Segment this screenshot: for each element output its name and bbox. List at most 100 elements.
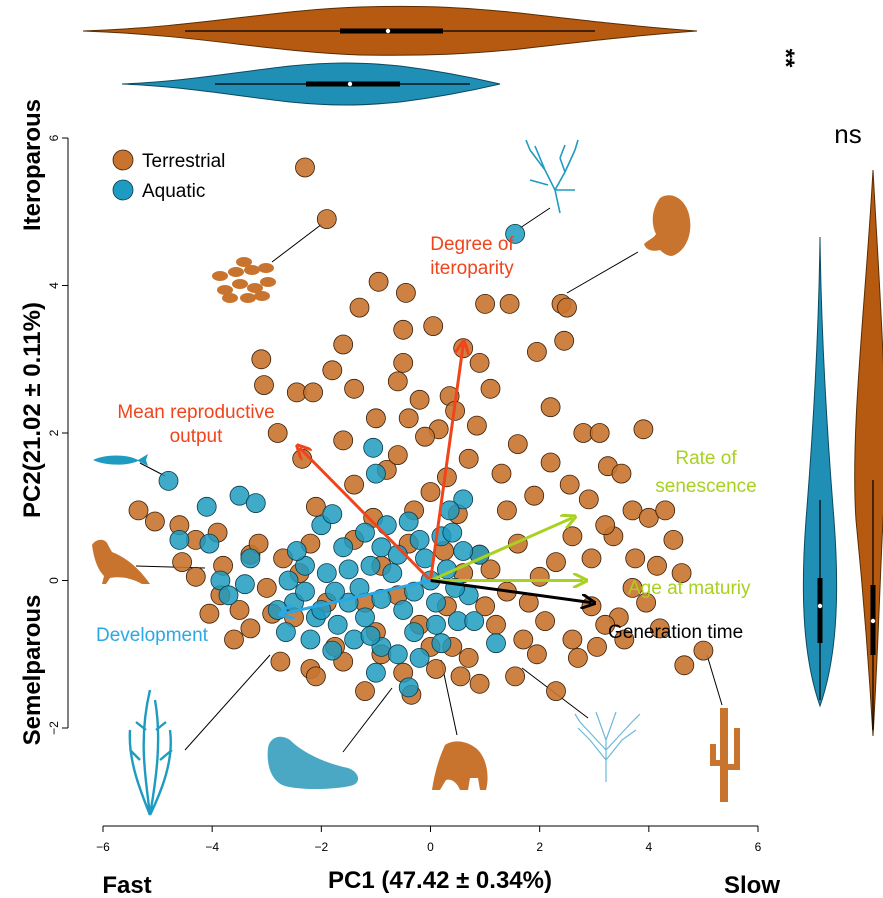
x-tick-label: 0 — [427, 840, 434, 854]
point-aquatic — [442, 522, 463, 543]
point-terrestrial — [466, 415, 487, 436]
point-terrestrial — [199, 603, 220, 624]
x-axis-title: PC1 (47.42 ± 0.34%) — [328, 867, 552, 894]
x-tick-label: −4 — [205, 840, 219, 854]
point-terrestrial — [611, 463, 632, 484]
point-terrestrial — [458, 648, 479, 668]
x-tick-label: −6 — [96, 840, 110, 854]
point-terrestrial — [172, 552, 193, 572]
point-terrestrial — [636, 592, 656, 613]
point-terrestrial — [458, 448, 479, 469]
point-aquatic — [382, 563, 403, 583]
point-aquatic — [344, 629, 365, 650]
point-terrestrial — [491, 463, 512, 484]
point-terrestrial — [475, 293, 496, 314]
y-tick-label: 6 — [47, 134, 61, 141]
label-degree-of-iteroparity: Degree of iteroparity — [430, 234, 514, 279]
point-terrestrial — [144, 511, 165, 532]
x-tick-label: −2 — [314, 840, 328, 854]
y-ticks: −2 0 2 4 6 — [47, 134, 68, 735]
hippo-icon — [644, 195, 691, 256]
point-terrestrial — [496, 500, 517, 521]
right-significance: ns — [834, 119, 861, 149]
point-terrestrial — [450, 666, 471, 687]
kelp-icon — [128, 689, 173, 816]
point-aquatic — [371, 537, 392, 558]
top-significance: ** — [772, 49, 799, 68]
point-terrestrial — [674, 655, 695, 676]
point-terrestrial — [633, 419, 654, 440]
point-terrestrial — [513, 629, 534, 650]
point-aquatic — [322, 640, 343, 661]
point-terrestrial — [344, 378, 365, 399]
point-terrestrial — [559, 474, 580, 495]
x-tick-label: 2 — [536, 840, 543, 854]
point-terrestrial — [647, 555, 667, 576]
cactus-leader — [706, 654, 723, 706]
point-terrestrial — [546, 681, 566, 701]
point-aquatic — [218, 585, 239, 606]
point-terrestrial — [663, 530, 684, 550]
series-aquatic — [158, 223, 525, 698]
fish-leader — [139, 462, 166, 477]
loading-labels: Degree of iteroparity Mean reproductive ou… — [96, 234, 757, 646]
point-terrestrial — [524, 485, 545, 506]
point-aquatic — [169, 530, 190, 550]
loading-rate-of-senescence — [429, 518, 573, 582]
point-aquatic — [365, 463, 386, 484]
point-terrestrial — [625, 548, 646, 569]
hippo-leader — [566, 251, 639, 294]
point-aquatic — [300, 629, 321, 650]
point-aquatic — [426, 592, 446, 613]
seeds-icon — [212, 257, 276, 303]
y-tick-label: 0 — [47, 577, 61, 584]
top-violins — [82, 5, 698, 106]
fish-icon — [93, 454, 148, 466]
point-terrestrial — [393, 319, 414, 340]
point-terrestrial — [595, 515, 616, 536]
bird-icon — [92, 539, 150, 584]
point-aquatic — [360, 625, 381, 646]
point-aquatic — [387, 644, 408, 665]
point-terrestrial — [305, 666, 326, 687]
loading-development — [283, 579, 431, 614]
x-tick-label: 6 — [755, 840, 762, 854]
sea-fan-icon — [574, 711, 641, 782]
point-aquatic — [365, 662, 386, 683]
point-aquatic — [199, 533, 220, 554]
point-aquatic — [398, 677, 419, 698]
point-terrestrial — [387, 371, 408, 392]
point-terrestrial — [333, 334, 354, 355]
point-aquatic — [464, 611, 485, 631]
point-terrestrial — [562, 526, 583, 547]
point-terrestrial — [557, 297, 577, 318]
point-aquatic — [234, 574, 255, 595]
point-terrestrial — [344, 474, 365, 495]
point-terrestrial — [349, 297, 370, 318]
point-terrestrial — [638, 507, 659, 528]
y-tick-label: 4 — [47, 282, 61, 289]
point-terrestrial — [469, 352, 490, 373]
point-terrestrial — [305, 496, 326, 517]
point-terrestrial — [395, 282, 416, 303]
point-terrestrial — [589, 423, 610, 443]
point-terrestrial — [655, 500, 676, 521]
point-terrestrial — [393, 352, 414, 373]
point-terrestrial — [295, 157, 315, 178]
y-bottom-label: Semelparous — [19, 595, 46, 746]
point-terrestrial — [420, 482, 441, 502]
x-tick-label: 4 — [645, 840, 652, 854]
seeds-leader — [271, 223, 323, 263]
point-terrestrial — [240, 618, 261, 639]
point-terrestrial — [267, 423, 288, 443]
point-aquatic — [275, 622, 296, 642]
point-terrestrial — [480, 559, 501, 580]
violin-top-terrestrial-median — [385, 28, 391, 34]
point-aquatic — [376, 515, 397, 536]
point-terrestrial — [398, 408, 419, 429]
x-ticks: −6 −4 −2 0 2 4 6 — [96, 826, 762, 854]
point-terrestrial — [535, 611, 555, 631]
legend-label-terrestrial: Terrestrial — [142, 151, 225, 172]
legend-label-aquatic: Aquatic — [142, 181, 205, 202]
point-terrestrial — [693, 640, 714, 661]
